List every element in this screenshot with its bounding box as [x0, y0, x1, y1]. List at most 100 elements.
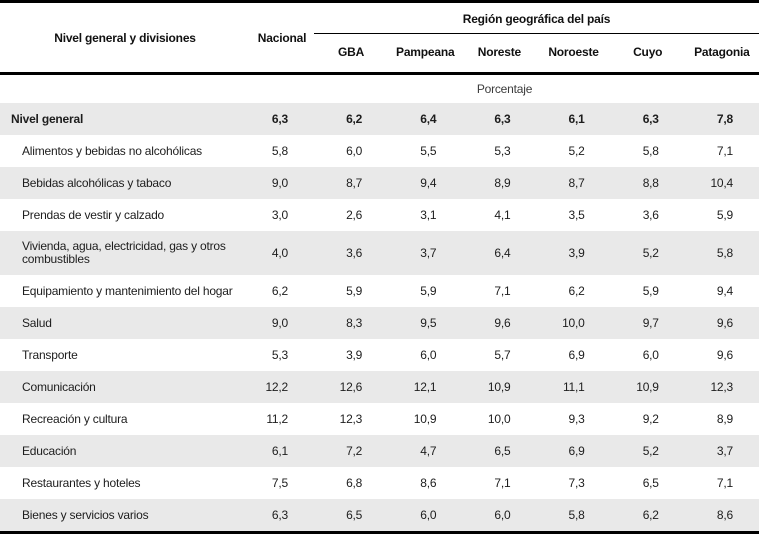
- value-cell: 5,8: [642, 144, 659, 158]
- value-cell: 8,9: [716, 412, 733, 426]
- region-header-row: GBA Pampeana Noreste Noroeste Cuyo Patagonia: [0, 34, 759, 74]
- value-cell: 8,8: [642, 176, 659, 190]
- value-cell: 5,9: [642, 284, 659, 298]
- value-cell: 3,9: [346, 348, 363, 362]
- value-cell: 12,3: [339, 412, 363, 426]
- table-row: Recreación y cultura 11,2 12,3 10,9 10,0 9,3 9…: [0, 403, 759, 435]
- value-cell: 6,1: [271, 444, 288, 458]
- value-cell: 5,7: [494, 348, 511, 362]
- value-cell: 2,6: [346, 208, 363, 222]
- row-label: Bienes y servicios varios: [22, 507, 149, 522]
- value-cell: 11,2: [266, 412, 288, 426]
- table-row: Educación 6,1 7,2 4,7 6,5 6,9 5,2 3,7: [0, 435, 759, 467]
- value-cell: 12,2: [265, 380, 288, 394]
- value-cell: 6,3: [271, 508, 288, 522]
- value-cell: 5,3: [271, 348, 288, 362]
- table-row: Vivienda, agua, electricidad, gas y otro…: [0, 231, 759, 275]
- row-label: Nivel general: [11, 111, 84, 126]
- value-cell: 5,2: [642, 444, 659, 458]
- value-cell: 6,0: [420, 508, 437, 522]
- value-cell: 4,7: [420, 444, 437, 458]
- value-cell: 4,1: [494, 208, 511, 222]
- table-row: Equipamiento y mantenimiento del hogar 6,…: [0, 275, 759, 307]
- value-cell: 6,1: [568, 112, 585, 126]
- row-label: Bebidas alcohólicas y tabaco: [22, 175, 172, 190]
- value-cell: 9,3: [568, 412, 585, 426]
- value-cell: 8,7: [346, 176, 363, 190]
- value-cell: 5,9: [346, 284, 363, 298]
- value-cell: 3,6: [642, 208, 659, 222]
- table-row: Bebidas alcohólicas y tabaco 9,0 8,7 9,4 8,9…: [0, 167, 759, 199]
- row-label: Prendas de vestir y calzado: [22, 207, 165, 222]
- value-cell: 9,6: [716, 316, 733, 330]
- table-row: Restaurantes y hoteles 7,5 6,8 8,6 7,1 7,3 6,5…: [0, 467, 759, 499]
- value-cell: 6,2: [568, 284, 585, 298]
- value-cell: 3,0: [271, 208, 288, 222]
- value-cell: 12,1: [413, 380, 437, 394]
- unit-label: Porcentaje: [476, 82, 533, 96]
- region-column-header: Patagonia: [694, 45, 750, 59]
- row-label: Vivienda, agua, electricidad, gas y otro…: [22, 239, 226, 266]
- value-cell: 6,4: [494, 246, 511, 260]
- value-cell: 6,5: [642, 476, 659, 490]
- table-row: Prendas de vestir y calzado 3,0 2,6 3,1 4,1 3…: [0, 199, 759, 231]
- row-label: Alimentos y bebidas no alcohólicas: [22, 143, 202, 158]
- value-cell: 6,3: [494, 112, 511, 126]
- row-label: Educación: [22, 443, 77, 458]
- value-cell: 9,0: [271, 316, 288, 330]
- value-cell: 6,2: [346, 112, 363, 126]
- value-cell: 8,7: [568, 176, 585, 190]
- value-cell: 9,2: [642, 412, 659, 426]
- value-cell: 5,9: [716, 208, 733, 222]
- value-cell: 6,0: [494, 508, 511, 522]
- value-cell: 4,0: [271, 246, 288, 260]
- table-row: Nivel general 6,3 6,2 6,4 6,3 6,1 6,3 7,8: [0, 103, 759, 135]
- row-label: Salud: [22, 315, 52, 330]
- region-group-header: Región geográfica del país: [314, 1, 759, 34]
- row-label: Equipamiento y mantenimiento del hogar: [22, 283, 233, 298]
- value-cell: 3,7: [716, 444, 733, 458]
- value-cell: 9,6: [716, 348, 733, 362]
- value-cell: 12,3: [710, 380, 733, 394]
- table-row: Salud 9,0 8,3 9,5 9,6 10,0 9,7 9,6: [0, 307, 759, 339]
- value-cell: 9,0: [271, 176, 288, 190]
- value-cell: 3,1: [420, 208, 437, 222]
- value-cell: 9,6: [494, 316, 511, 330]
- table-header: Nivel general y divisiones Nacional Regi…: [0, 1, 759, 74]
- value-cell: 3,6: [346, 246, 363, 260]
- value-cell: 6,3: [271, 112, 288, 126]
- value-cell: 5,3: [494, 144, 511, 158]
- row-label: Transporte: [22, 347, 78, 362]
- value-cell: 6,5: [494, 444, 511, 458]
- value-cell: 7,8: [716, 112, 733, 126]
- value-cell: 10,0: [562, 316, 585, 330]
- value-cell: 11,1: [562, 380, 585, 394]
- value-cell: 6,3: [642, 112, 659, 126]
- division-column-header: Nivel general y divisiones: [54, 30, 196, 45]
- value-cell: 5,5: [420, 144, 437, 158]
- national-column-header: Nacional: [257, 30, 307, 45]
- value-cell: 5,9: [420, 284, 437, 298]
- value-cell: 6,0: [346, 144, 363, 158]
- value-cell: 6,2: [642, 508, 659, 522]
- value-cell: 7,1: [494, 284, 511, 298]
- value-cell: 7,1: [494, 476, 511, 490]
- region-column-header: GBA: [338, 45, 365, 59]
- value-cell: 10,9: [636, 380, 659, 394]
- value-cell: 6,5: [346, 508, 363, 522]
- table-row: Bienes y servicios varios 6,3 6,5 6,0 6,0 5,8…: [0, 499, 759, 533]
- table-row: Transporte 5,3 3,9 6,0 5,7 6,9 6,0 9,6: [0, 339, 759, 371]
- value-cell: 7,1: [716, 476, 733, 490]
- unit-row-spacer: [0, 74, 250, 104]
- value-cell: 7,1: [716, 144, 733, 158]
- value-cell: 10,9: [413, 412, 437, 426]
- value-cell: 5,2: [642, 246, 659, 260]
- value-cell: 10,9: [487, 380, 511, 394]
- value-cell: 8,3: [346, 316, 363, 330]
- region-column-header: Noreste: [477, 45, 522, 59]
- value-cell: 6,9: [568, 348, 585, 362]
- group-header-row: Nivel general y divisiones Nacional Regi…: [0, 1, 759, 45]
- value-cell: 9,5: [420, 316, 437, 330]
- value-cell: 5,2: [568, 144, 585, 158]
